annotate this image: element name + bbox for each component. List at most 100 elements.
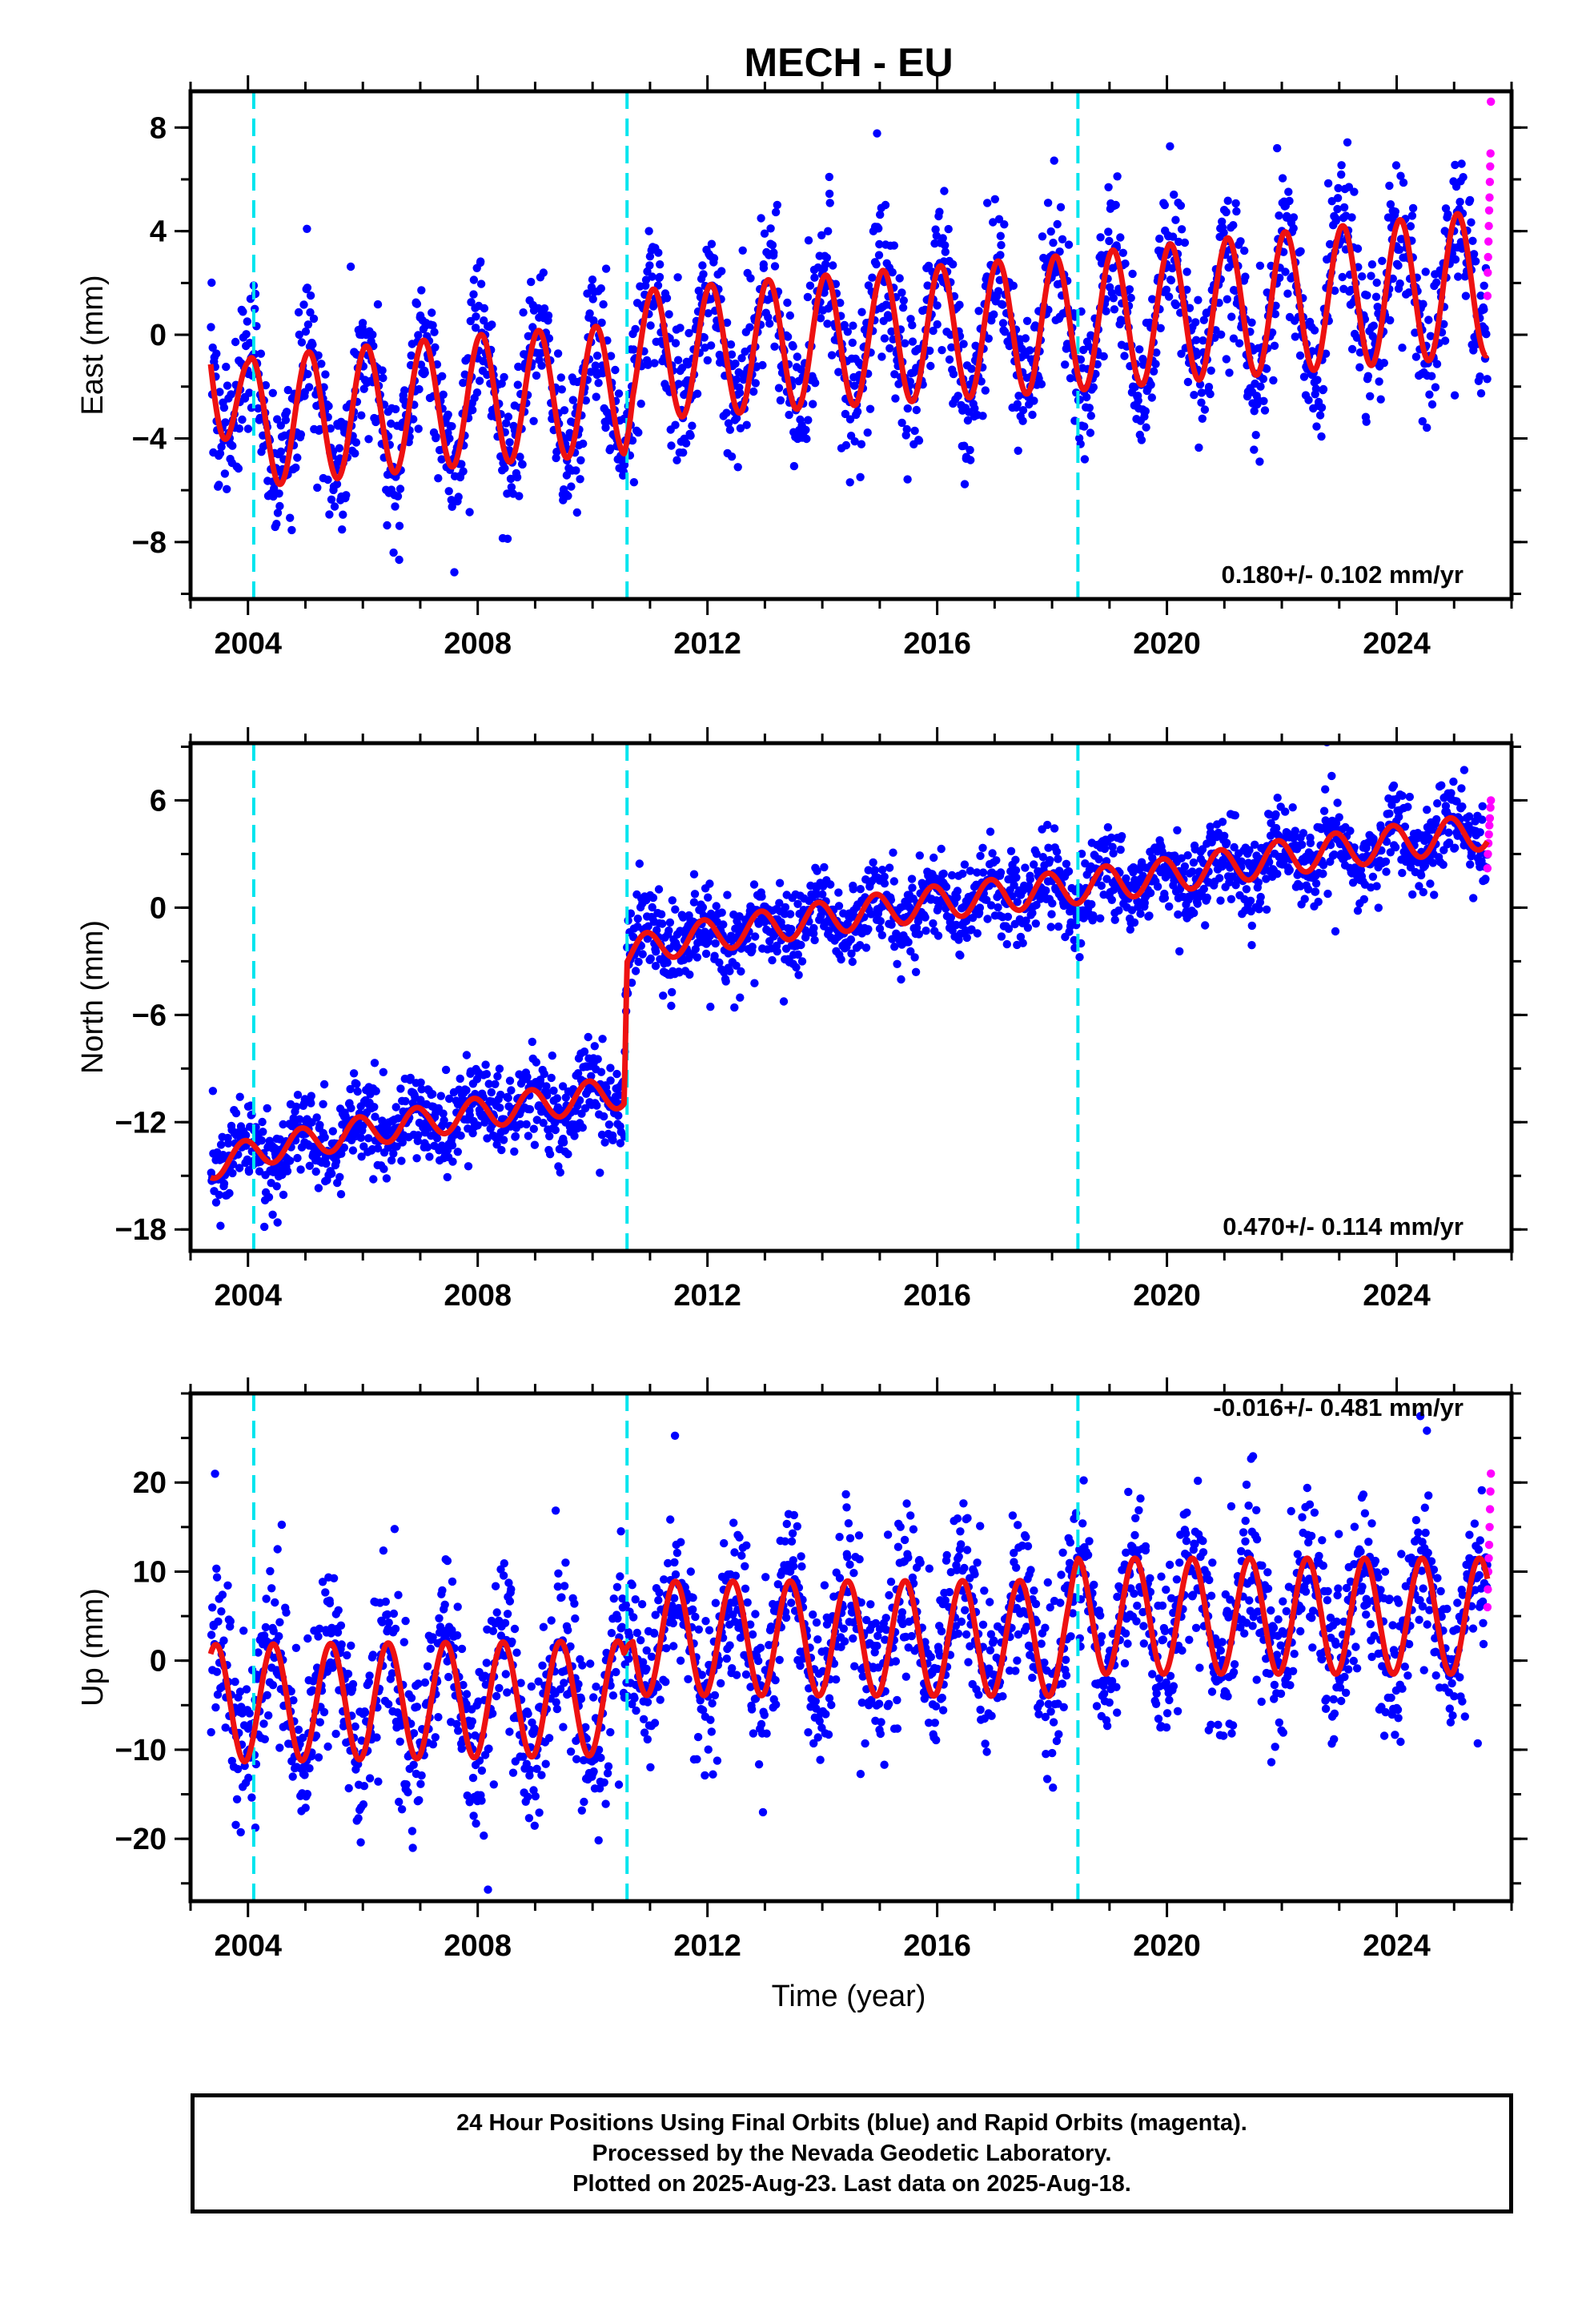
final-orbit-point xyxy=(1313,376,1322,384)
final-orbit-point xyxy=(1174,237,1183,247)
final-orbit-point xyxy=(1346,826,1355,835)
final-orbit-point xyxy=(1476,389,1486,398)
final-orbit-point xyxy=(1386,200,1395,209)
final-orbit-point xyxy=(1270,341,1279,350)
final-orbit-point xyxy=(404,1787,412,1797)
final-orbit-point xyxy=(208,1603,217,1612)
final-orbit-point xyxy=(1427,372,1436,380)
final-orbit-point xyxy=(547,1073,556,1083)
final-orbit-point xyxy=(1333,204,1342,214)
final-orbit-point xyxy=(1193,351,1202,360)
final-orbit-point xyxy=(211,1470,219,1478)
final-orbit-point xyxy=(544,334,554,343)
final-orbit-point xyxy=(314,1753,323,1762)
final-orbit-point xyxy=(428,321,437,330)
final-orbit-point xyxy=(329,1574,339,1583)
final-orbit-point xyxy=(606,1063,615,1072)
final-orbit-point xyxy=(841,409,850,419)
final-orbit-point xyxy=(1134,903,1142,911)
final-orbit-point xyxy=(685,328,693,338)
final-orbit-point xyxy=(527,277,536,287)
final-orbit-point xyxy=(559,1138,568,1147)
final-orbit-point xyxy=(1432,360,1442,368)
final-orbit-point xyxy=(706,341,716,350)
final-orbit-point xyxy=(256,349,266,358)
final-orbit-point xyxy=(722,408,731,417)
final-orbit-point xyxy=(1005,341,1014,351)
final-orbit-point xyxy=(1457,159,1466,168)
final-orbit-point xyxy=(258,1117,267,1127)
final-orbit-point xyxy=(959,340,968,348)
final-orbit-point xyxy=(1396,171,1405,180)
final-orbit-point xyxy=(465,508,474,517)
final-orbit-point xyxy=(711,939,720,948)
rate-label-north: 0.470+/- 0.114 mm/yr xyxy=(1223,1212,1464,1240)
final-orbit-point xyxy=(600,1112,608,1121)
final-orbit-point xyxy=(1256,892,1265,902)
final-orbit-point xyxy=(864,281,873,290)
final-orbit-point xyxy=(1188,867,1197,876)
final-orbit-point xyxy=(1109,294,1118,303)
final-orbit-point xyxy=(459,467,468,476)
final-orbit-point xyxy=(502,419,511,428)
final-orbit-point xyxy=(908,320,917,330)
final-orbit-point xyxy=(505,438,514,447)
final-orbit-point xyxy=(945,355,954,364)
final-orbit-point xyxy=(524,332,532,340)
final-orbit-point xyxy=(996,231,1006,240)
final-orbit-point xyxy=(966,445,974,455)
final-orbit-point xyxy=(1376,395,1385,404)
final-orbit-point xyxy=(765,319,774,328)
final-orbit-point xyxy=(1006,846,1016,856)
final-orbit-point xyxy=(242,1685,251,1694)
final-orbit-point xyxy=(1311,879,1321,888)
final-orbit-point xyxy=(1317,432,1326,441)
final-orbit-point xyxy=(994,215,1004,223)
final-orbit-point xyxy=(387,419,396,428)
final-orbit-point xyxy=(219,1179,229,1188)
final-orbit-point xyxy=(291,1643,301,1652)
final-orbit-point xyxy=(949,369,958,379)
final-orbit-point xyxy=(701,949,711,959)
final-orbit-point xyxy=(865,404,875,413)
final-orbit-point xyxy=(277,1520,287,1530)
final-orbit-point xyxy=(263,1104,271,1113)
final-orbit-point xyxy=(523,1072,532,1082)
final-orbit-point xyxy=(1439,860,1447,870)
final-orbit-point xyxy=(903,404,913,413)
final-orbit-point xyxy=(469,290,478,299)
final-orbit-point xyxy=(1355,348,1365,357)
final-orbit-point xyxy=(374,1777,383,1786)
final-orbit-point xyxy=(1125,285,1134,294)
final-orbit-point xyxy=(1267,328,1277,337)
final-orbit-point xyxy=(1315,411,1325,420)
final-orbit-point xyxy=(1423,806,1431,814)
final-orbit-point xyxy=(525,1105,535,1114)
final-orbit-point xyxy=(312,1113,321,1122)
final-orbit-point xyxy=(712,902,721,911)
final-orbit-point xyxy=(606,444,615,453)
final-orbit-point xyxy=(1331,927,1340,936)
final-orbit-point xyxy=(481,1060,490,1069)
final-orbit-point xyxy=(395,1797,404,1807)
final-orbit-point xyxy=(1215,874,1224,883)
final-orbit-point xyxy=(231,1108,241,1118)
final-orbit-point xyxy=(599,300,608,309)
final-orbit-point xyxy=(307,1099,315,1108)
final-orbit-point xyxy=(825,189,834,199)
final-orbit-point xyxy=(1070,935,1078,945)
final-orbit-point xyxy=(503,534,512,543)
final-orbit-point xyxy=(1087,900,1096,909)
y-tick-label: 0 xyxy=(150,319,167,352)
final-orbit-point xyxy=(369,1175,378,1184)
final-orbit-point xyxy=(532,371,541,380)
final-orbit-point xyxy=(1374,903,1383,912)
final-orbit-point xyxy=(393,492,403,501)
final-orbit-point xyxy=(441,1065,451,1075)
final-orbit-point xyxy=(482,1070,492,1079)
final-orbit-point xyxy=(335,1172,344,1182)
final-orbit-point xyxy=(1121,259,1130,268)
final-orbit-point xyxy=(1058,235,1067,243)
final-orbit-point xyxy=(773,200,781,210)
final-orbit-point xyxy=(1385,809,1394,818)
